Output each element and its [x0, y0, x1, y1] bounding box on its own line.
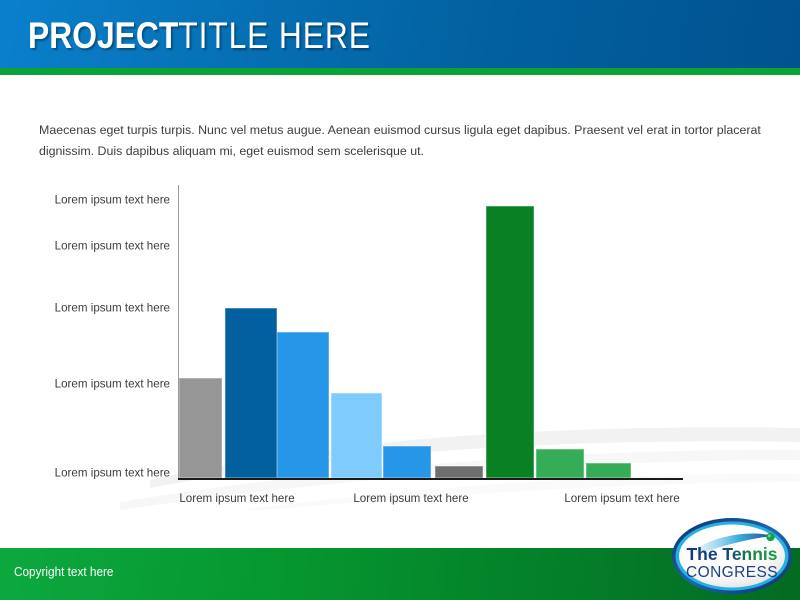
y-axis-tick-label: Lorem ipsum text here	[54, 239, 170, 253]
tennis-congress-logo: The Tennis CONGRESS	[672, 518, 792, 594]
x-axis-group-label: Lorem ipsum text here	[353, 492, 469, 505]
y-axis-line	[178, 185, 179, 478]
page-title: PROJECTTITLE HERE	[28, 16, 371, 56]
logo-oval-face	[679, 524, 785, 588]
bar	[277, 331, 329, 478]
y-axis-tick-label: Lorem ipsum text here	[54, 466, 170, 480]
y-axis-tick-label: Lorem ipsum text here	[54, 377, 170, 391]
bar	[486, 205, 534, 478]
page-title-strong: PROJECT	[28, 15, 179, 56]
x-axis-group-label: Lorem ipsum text here	[179, 492, 295, 505]
y-axis-labels: Lorem ipsum text here Lorem ipsum text he…	[0, 180, 170, 490]
logo-tennis-ball	[766, 532, 775, 542]
body-paragraph: Maecenas eget turpis turpis. Nunc vel me…	[39, 123, 761, 158]
page-title-light: TITLE HERE	[178, 15, 371, 56]
logo-tennis-ball-highlight	[767, 534, 771, 538]
footer-bar	[0, 548, 800, 600]
bar	[179, 378, 222, 478]
header-accent-stripe	[0, 68, 800, 75]
copyright-text: Copyright text here	[14, 564, 114, 579]
bar	[435, 466, 483, 478]
header-banner	[0, 0, 800, 68]
logo-swoosh	[695, 533, 772, 555]
bar	[225, 308, 277, 478]
bar	[536, 448, 584, 478]
bar	[331, 393, 382, 478]
plot-area	[178, 185, 683, 478]
y-axis-tick-label: Lorem ipsum text here	[54, 301, 170, 315]
bar	[586, 463, 631, 478]
y-axis-tick-label: Lorem ipsum text here	[54, 193, 170, 207]
x-axis-group-label: Lorem ipsum text here	[564, 492, 680, 505]
x-axis-line	[178, 478, 683, 480]
bar	[383, 445, 431, 478]
